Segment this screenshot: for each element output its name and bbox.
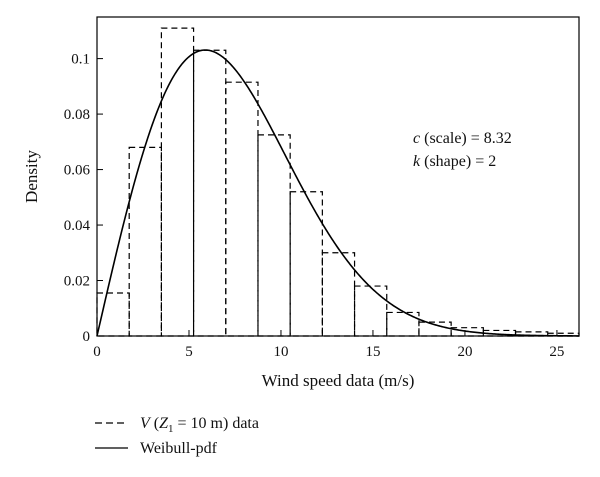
y-tick-label: 0 — [83, 329, 91, 345]
histogram-bar — [321, 252, 356, 337]
weibull-pdf-line — [96, 49, 580, 337]
y-tick-label: 0.04 — [64, 218, 91, 234]
x-tick-label: 25 — [549, 344, 564, 360]
y-axis-ticks: 0 0.02 0.04 0.06 0.08 0.1 — [64, 52, 103, 345]
x-tick-label: 20 — [457, 344, 472, 360]
histogram-bar — [128, 146, 162, 337]
x-tick-label: 5 — [185, 344, 193, 360]
legend-symbol-z: Z — [159, 415, 169, 432]
histogram-bar — [225, 81, 259, 337]
annotation-scale: c (scale) = 8.32 — [413, 130, 512, 147]
annotation-scale-text: (scale) = 8.32 — [420, 130, 512, 147]
legend-label-data: V (Z1 = 10 m) data — [140, 415, 259, 435]
annotation-shape-text: (shape) = 2 — [420, 153, 496, 170]
legend-paren: ( — [150, 415, 159, 432]
weibull-curve-group — [96, 49, 580, 337]
x-tick-label: 0 — [93, 344, 101, 360]
annotation-shape-symbol: k — [413, 153, 421, 170]
histogram-bar — [192, 49, 227, 337]
x-axis-label: Wind speed data (m/s) — [262, 371, 415, 390]
y-tick-label: 0.1 — [71, 52, 90, 68]
histogram-bar — [386, 311, 420, 337]
annotation-shape: k (shape) = 2 — [413, 153, 496, 170]
legend-rest: = 10 m) data — [174, 415, 259, 432]
legend-label-weibull: Weibull-pdf — [140, 440, 218, 457]
y-axis-label: Density — [22, 150, 41, 203]
x-tick-label: 10 — [273, 344, 288, 360]
legend-subscript: 1 — [168, 423, 174, 435]
histogram-bar — [257, 134, 291, 337]
x-axis-ticks: 0 5 10 15 20 25 — [93, 330, 564, 360]
histogram-bars — [96, 27, 580, 337]
legend: V (Z1 = 10 m) data Weibull-pdf — [95, 415, 259, 457]
y-tick-label: 0.02 — [64, 274, 90, 290]
annotation-scale-symbol: c — [413, 130, 420, 147]
histogram-bar — [160, 27, 195, 337]
y-tick-label: 0.08 — [64, 107, 90, 123]
legend-symbol-v: V — [140, 415, 152, 432]
histogram-bar — [353, 285, 388, 337]
x-tick-label: 15 — [365, 344, 380, 360]
y-tick-label: 0.06 — [64, 163, 91, 179]
plot-frame — [96, 16, 580, 337]
histogram-bar — [289, 191, 323, 337]
